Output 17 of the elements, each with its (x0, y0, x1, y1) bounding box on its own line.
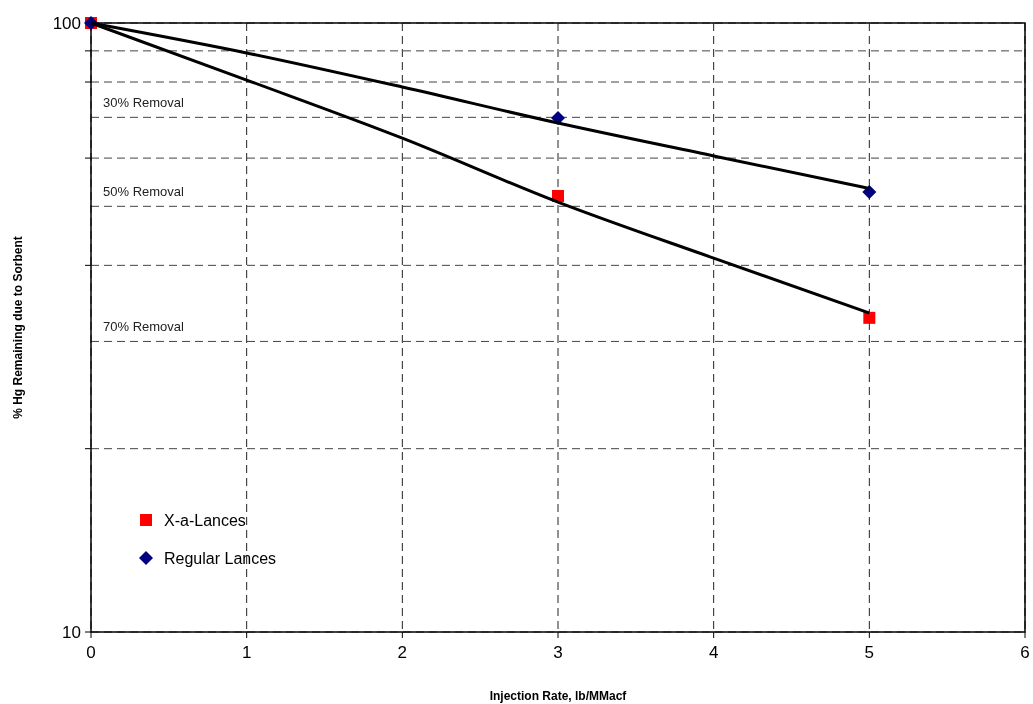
y-tick-label: 10 (62, 622, 81, 642)
x-tick-label: 6 (1020, 643, 1030, 662)
x-tick-label: 0 (86, 643, 96, 662)
x-tick-label: 5 (864, 643, 875, 662)
point (863, 311, 876, 324)
y-axis-title: % Hg Remaining due to Sorbent (11, 236, 25, 419)
x-tick-label: 1 (241, 643, 252, 662)
ref-line-label: 30% Removal (103, 95, 185, 111)
x-axis-title: Injection Rate, lb/MMacf (489, 689, 628, 703)
ref-line-label: 70% Removal (103, 319, 185, 335)
x-tick-label: 2 (397, 643, 408, 662)
x-tick-label: 3 (553, 643, 563, 662)
legend-label: X-a-Lances (164, 511, 246, 529)
x-tick-label: 4 (708, 643, 719, 662)
ref-line-label: 50% Removal (103, 184, 185, 200)
y-tick-label: 100 (52, 13, 81, 33)
legend-label: Regular Lances (164, 549, 277, 567)
